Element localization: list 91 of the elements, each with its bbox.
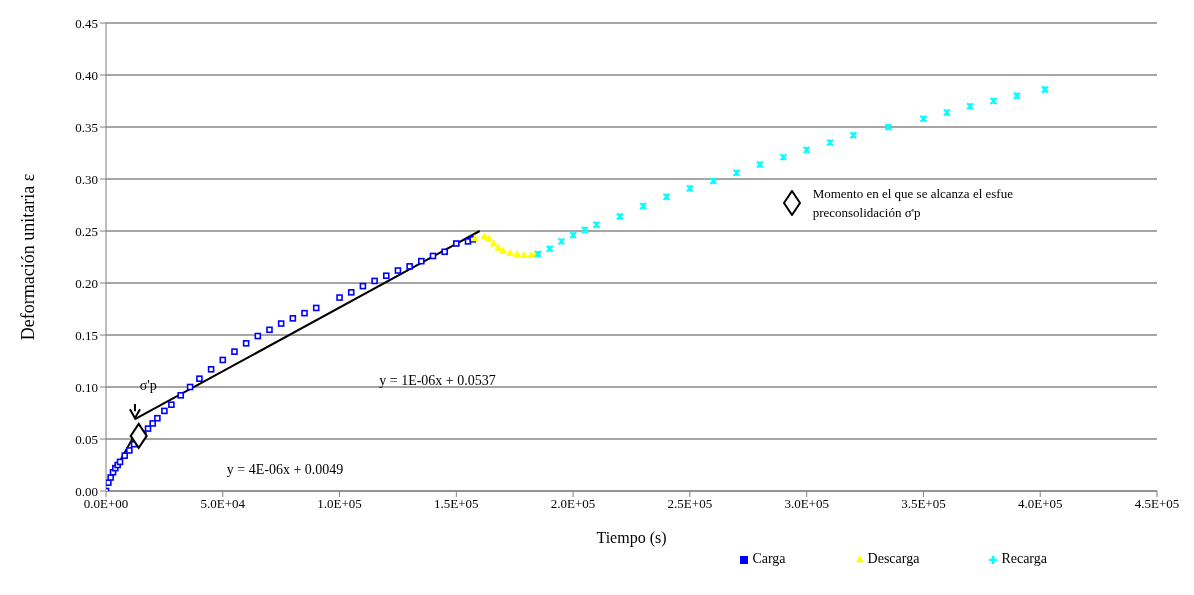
y-tick-label: 0.35 [75,119,98,135]
point [580,225,589,234]
point [371,277,378,285]
point [406,263,413,270]
y-tick-label: 0.30 [75,171,98,187]
point [709,177,718,186]
point [685,184,694,193]
point [471,234,480,242]
legend-label: Momento en el que se alcanza el esfue preconsolidación σ'p [812,185,1013,223]
annotation: σ'p [139,377,157,394]
point [312,304,320,312]
point [545,244,554,253]
y-tick-label: 0.05 [75,431,98,447]
x-tick-label: 4.5E+05 [1134,496,1180,512]
point [154,414,161,422]
point [107,474,114,481]
point [513,249,522,257]
legend-label: Recarga [1001,551,1047,566]
point [989,97,998,105]
point [732,168,741,177]
point [441,248,448,256]
point [1040,85,1049,94]
point [207,366,215,373]
y-tick-label: 0.25 [75,223,98,239]
point [884,123,893,131]
point [266,326,273,334]
point [301,309,308,317]
x-tick-label: 1.5E+05 [434,496,479,512]
point [527,250,536,258]
point [1012,91,1021,100]
point [289,315,297,322]
point [615,212,624,221]
y-tick-label: 0.40 [75,67,98,83]
point [557,237,566,246]
point [106,479,112,486]
x-tick-label: 5.0E+04 [200,496,246,512]
x-tick-label: 3.5E+05 [901,496,946,512]
point [942,108,951,117]
x-tick-label: 2.0E+05 [550,496,596,512]
point [506,248,515,256]
point [126,447,133,454]
point [418,257,425,265]
point [826,138,835,147]
point [277,320,285,327]
point [662,192,671,201]
point [336,294,343,301]
point [755,160,764,169]
point [592,220,601,229]
point [144,425,152,432]
point [394,267,402,274]
point [177,392,185,399]
point [966,102,975,111]
x-axis-title: Tiempo (s) [596,529,667,547]
point [919,114,928,123]
y-tick-label: 0.20 [75,275,98,291]
point [347,289,355,296]
point [849,131,858,140]
legend-label: Carga [752,551,786,566]
x-tick-label: 0.0E+00 [83,496,129,512]
point [196,375,203,382]
y-tick-label: 0.45 [75,15,98,31]
point [121,452,128,459]
y-tick-label: 0.10 [75,379,98,395]
point [520,250,529,258]
point [480,232,489,240]
point [382,272,390,280]
legend-label: Descarga [867,551,920,566]
point [639,202,648,211]
point [499,246,508,254]
y-tick-label: 0.00 [75,483,98,499]
x-tick-label: 2.5E+05 [667,496,713,512]
point [129,422,148,449]
point [494,243,503,251]
point [453,240,460,247]
point [802,145,811,154]
annotation: y = 1E-06x + 0.0537 [379,373,496,390]
x-tick-label: 4.0E+05 [1017,496,1063,512]
y-tick-label: 0.15 [75,327,98,343]
point [149,420,157,427]
point [242,340,250,347]
point [231,348,238,355]
point [485,234,494,242]
y-axis-title: Deformación unitaria ε [18,173,39,341]
point [161,407,168,415]
point [779,153,788,162]
x-tick-label: 1.0E+05 [317,496,362,512]
point [569,231,578,240]
annotation: y = 4E-06x + 0.0049 [226,461,344,478]
x-tick-label: 3.0E+05 [784,496,829,512]
point [219,356,227,364]
point [168,401,175,408]
